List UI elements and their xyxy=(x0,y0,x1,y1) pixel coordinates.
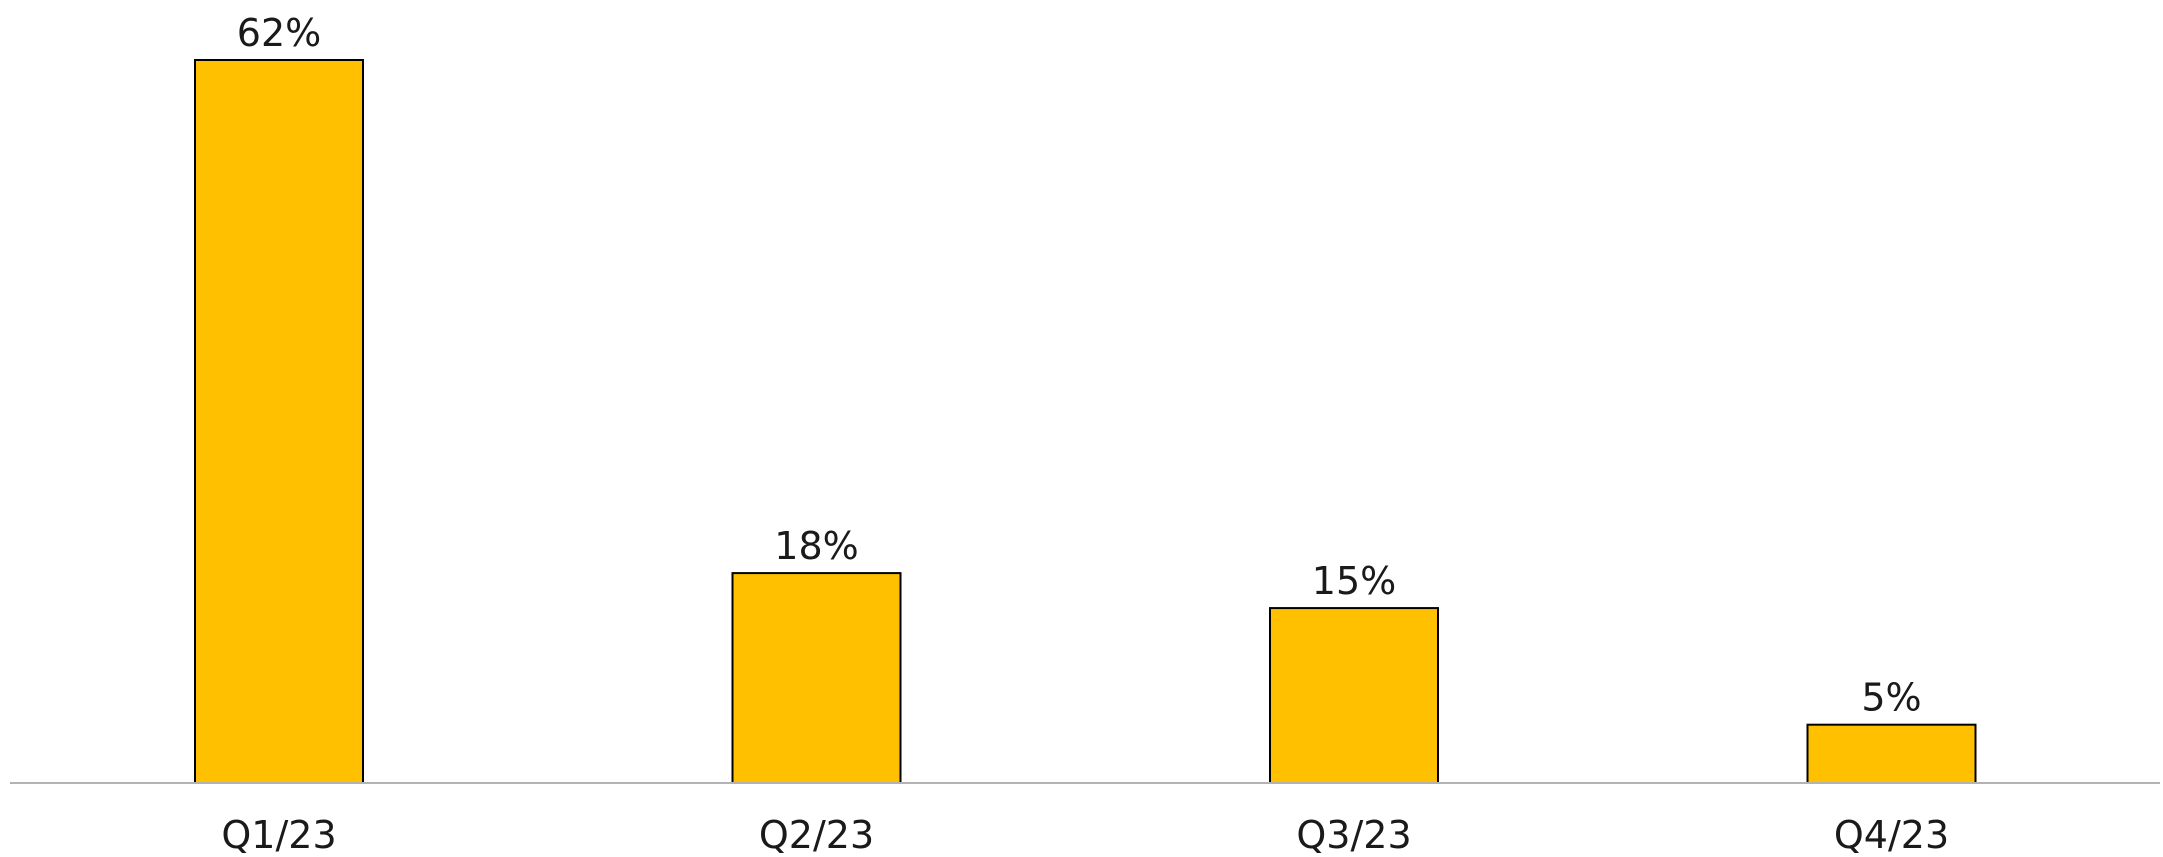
x-tick-label: Q4/23 xyxy=(1834,813,1949,857)
value-label: 62% xyxy=(237,11,321,55)
x-tick-label: Q2/23 xyxy=(759,813,874,857)
x-tick-labels-group: Q1/23 Q2/23 Q3/23 Q4/23 xyxy=(221,813,1949,857)
bar-q1-23 xyxy=(194,59,364,784)
bar-q2-23 xyxy=(731,572,902,785)
bars-group xyxy=(194,59,1977,785)
value-label: 18% xyxy=(774,524,858,568)
value-labels-group: 62% 18% 15% 5% xyxy=(237,11,1922,720)
x-tick-label: Q1/23 xyxy=(221,813,336,857)
x-tick-label: Q3/23 xyxy=(1296,813,1411,857)
value-label: 5% xyxy=(1861,676,1921,720)
bar-q3-23 xyxy=(1269,607,1439,784)
value-label: 15% xyxy=(1312,559,1396,603)
bar-q4-23 xyxy=(1806,723,1977,784)
